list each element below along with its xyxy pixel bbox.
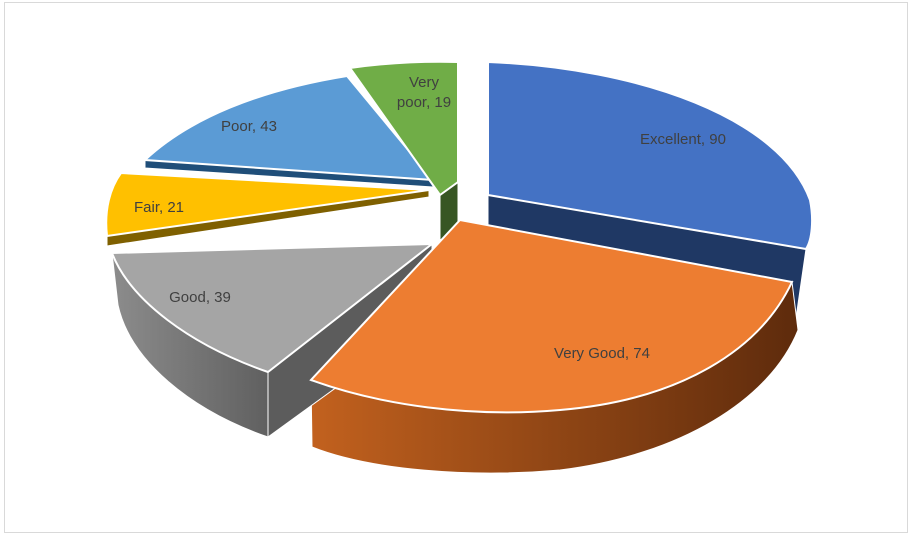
pie-top	[105, 60, 814, 414]
label-very-poor-line2: poor, 19	[397, 94, 451, 111]
label-poor: Poor, 43	[221, 118, 277, 135]
label-very-poor-line1: Very	[409, 74, 440, 91]
slice-very-good	[309, 218, 794, 414]
slice-fair	[105, 171, 430, 238]
data-labels: Excellent, 90 Very Good, 74 Good, 39 Fai…	[134, 74, 726, 362]
slice-poor	[142, 74, 436, 182]
label-fair: Fair, 21	[134, 199, 184, 216]
label-very-good: Very Good, 74	[554, 345, 650, 362]
label-good: Good, 39	[169, 289, 231, 306]
slice-very-poor	[348, 60, 459, 197]
slice-good	[110, 242, 436, 374]
slice-excellent	[487, 60, 814, 251]
label-excellent: Excellent, 90	[640, 131, 726, 148]
